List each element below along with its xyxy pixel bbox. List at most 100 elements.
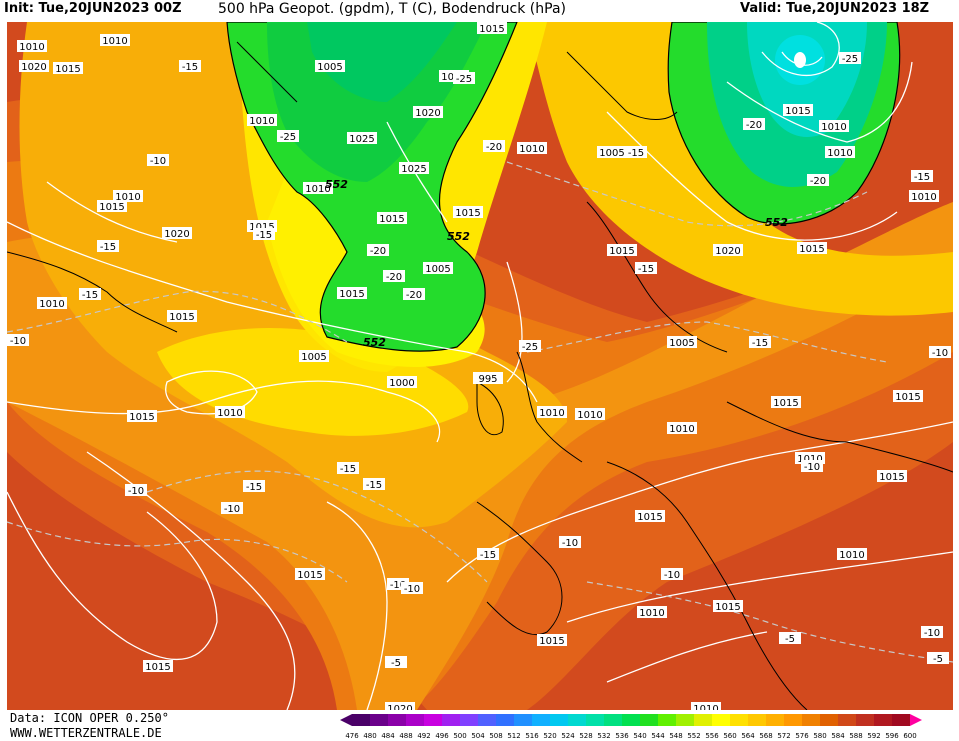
colorbar-swatch xyxy=(460,714,478,726)
svg-text:-20: -20 xyxy=(386,272,402,283)
colorbar-arrow-right xyxy=(910,714,922,726)
colorbar-tick-label: 480 xyxy=(363,732,376,740)
colorbar-swatch xyxy=(766,714,784,726)
isotherm-label: -15 xyxy=(179,60,201,73)
svg-text:-15: -15 xyxy=(256,230,272,241)
isotherm-label: -15 xyxy=(337,462,359,475)
isotherm-label: -15 xyxy=(625,146,647,159)
isobar-label: 1010 xyxy=(37,297,67,310)
svg-text:-10: -10 xyxy=(924,628,940,639)
geopotential-contour-label: 552 xyxy=(765,216,788,229)
svg-text:1015: 1015 xyxy=(785,106,810,117)
svg-text:1015: 1015 xyxy=(799,244,824,255)
svg-text:-10: -10 xyxy=(150,156,166,167)
colorbar-tick-label: 548 xyxy=(669,732,682,740)
svg-text:1015: 1015 xyxy=(455,208,480,219)
colorbar-tick-label: 508 xyxy=(489,732,502,740)
isotherm-label: -15 xyxy=(79,288,101,301)
svg-text:1000: 1000 xyxy=(389,378,414,389)
colorbar-tick-label: 584 xyxy=(831,732,845,740)
svg-text:-5: -5 xyxy=(391,658,401,669)
colorbar-swatch xyxy=(730,714,748,726)
isobar-label: 1015 xyxy=(477,22,507,35)
svg-text:-25: -25 xyxy=(456,74,472,85)
svg-text:1015: 1015 xyxy=(129,412,154,423)
isotherm-label: -20 xyxy=(383,270,405,283)
svg-text:-25: -25 xyxy=(280,132,296,143)
isotherm-label: -25 xyxy=(277,130,299,143)
isobar-label: 1015 xyxy=(713,600,743,613)
colorbar-tick-label: 532 xyxy=(597,732,610,740)
colorbar-swatch xyxy=(802,714,820,726)
colorbar-swatch xyxy=(406,714,424,726)
isotherm-label: -10 xyxy=(147,154,169,167)
isobar-label: 1005 xyxy=(423,262,453,275)
colorbar-tick-label: 528 xyxy=(579,732,592,740)
isobar-label: 1010 xyxy=(303,182,333,195)
isotherm-label: -20 xyxy=(807,174,829,187)
isobar-label: 1025 xyxy=(399,162,429,175)
colorbar-tick-label: 540 xyxy=(633,732,646,740)
isotherm-label: -15 xyxy=(911,170,933,183)
isotherm-label: -15 xyxy=(635,262,657,275)
isobar-label: 1015 xyxy=(53,62,83,75)
isotherm-label: -5 xyxy=(385,656,407,669)
isobar-label: 1015 xyxy=(635,510,665,523)
header-bar: Init: Tue,20JUN2023 00Z 500 hPa Geopot. … xyxy=(0,0,959,22)
svg-text:1020: 1020 xyxy=(715,246,740,257)
isobar-label: 1010 xyxy=(100,34,130,47)
colorbar-tick-label: 504 xyxy=(471,732,485,740)
isobar-label: 1010 xyxy=(691,702,721,710)
svg-text:1005: 1005 xyxy=(599,148,624,159)
svg-text:1010: 1010 xyxy=(539,408,564,419)
colorbar-tick-label: 572 xyxy=(777,732,790,740)
isotherm-label: -10 xyxy=(125,484,147,497)
geopotential-contour-label: 552 xyxy=(447,230,470,243)
svg-text:-10: -10 xyxy=(804,462,820,473)
coastlines xyxy=(7,41,953,710)
svg-text:-15: -15 xyxy=(182,62,198,73)
colorbar-tick-label: 568 xyxy=(759,732,772,740)
svg-text:-10: -10 xyxy=(10,336,26,347)
colorbar-swatch xyxy=(622,714,640,726)
isotherm-label: -10 xyxy=(661,568,683,581)
svg-text:-20: -20 xyxy=(370,246,386,257)
svg-text:1005: 1005 xyxy=(425,264,450,275)
isotherm-label: -15 xyxy=(477,548,499,561)
field-zone-560 xyxy=(527,22,953,316)
isotherm-label: -10 xyxy=(921,626,943,639)
isotherm-label: -10 xyxy=(401,582,423,595)
isotherm-label: -25 xyxy=(453,72,475,85)
isobar-label: 1015 xyxy=(97,200,127,213)
svg-text:1015: 1015 xyxy=(539,636,564,647)
isobar-label: 1010 xyxy=(637,606,667,619)
colorbar-swatch xyxy=(748,714,766,726)
isotherm-label: -10 xyxy=(929,346,951,359)
isobar-label: 1020 xyxy=(413,106,443,119)
isotherm-label: -15 xyxy=(243,480,265,493)
colorbar-swatch xyxy=(514,714,532,726)
isobar-label: 1015 xyxy=(783,104,813,117)
colorbar-tick-label: 488 xyxy=(399,732,412,740)
svg-text:1020: 1020 xyxy=(21,62,46,73)
isobar-label: 1005 xyxy=(597,146,627,159)
svg-text:1010: 1010 xyxy=(911,192,936,203)
colorbar-swatch xyxy=(532,714,550,726)
isobar-label: 1005 xyxy=(315,60,345,73)
svg-text:-15: -15 xyxy=(100,242,116,253)
colorbar-tick-label: 524 xyxy=(561,732,575,740)
colorbar-swatch xyxy=(586,714,604,726)
svg-text:-25: -25 xyxy=(522,342,538,353)
svg-text:-5: -5 xyxy=(933,654,943,665)
isotherm-label: -10 xyxy=(221,502,243,515)
colorbar-swatch xyxy=(874,714,892,726)
colorbar-swatch xyxy=(784,714,802,726)
colorbar-swatch xyxy=(892,714,910,726)
isobar-label: 1005 xyxy=(299,350,329,363)
colorbar-swatch xyxy=(604,714,622,726)
svg-text:1010: 1010 xyxy=(115,192,140,203)
website-label: WWW.WETTERZENTRALE.DE xyxy=(10,726,162,740)
isobar-label: 995 xyxy=(473,372,503,385)
colorbar-tick-label: 580 xyxy=(813,732,826,740)
svg-text:1010: 1010 xyxy=(577,410,602,421)
